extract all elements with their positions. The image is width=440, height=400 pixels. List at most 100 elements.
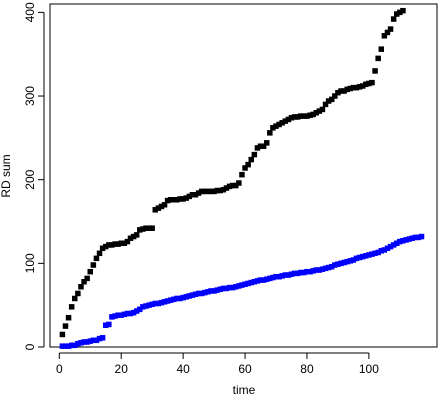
- data-point: [279, 273, 285, 279]
- data-point: [115, 241, 121, 247]
- data-point: [217, 286, 224, 293]
- data-point: [387, 243, 394, 250]
- data-point: [316, 267, 323, 273]
- y-tick-label: 300: [23, 86, 37, 106]
- y-tick-label: 0: [23, 343, 37, 350]
- data-point: [118, 240, 124, 247]
- data-point: [257, 277, 264, 283]
- y-axis: 0 100 200 300 400: [23, 2, 45, 350]
- data-point: [161, 202, 168, 208]
- data-point: [372, 68, 378, 74]
- data-point: [214, 287, 220, 293]
- data-point: [403, 237, 409, 243]
- data-point: [223, 285, 230, 292]
- data-point: [298, 269, 304, 276]
- data-point: [285, 116, 292, 123]
- data-point: [270, 125, 276, 131]
- data-point: [390, 16, 397, 22]
- data-point: [263, 276, 270, 282]
- data-point: [254, 278, 261, 284]
- series-0: [59, 7, 406, 338]
- data-point: [109, 242, 115, 248]
- data-point: [307, 112, 313, 119]
- data-point: [294, 270, 301, 277]
- data-point: [233, 182, 239, 189]
- x-axis-title: time: [233, 383, 256, 397]
- data-point: [164, 197, 171, 204]
- data-point: [195, 190, 202, 196]
- data-point: [174, 295, 180, 302]
- data-point: [335, 261, 341, 267]
- data-point: [406, 236, 412, 242]
- data-point: [332, 93, 338, 99]
- data-point: [347, 258, 354, 264]
- data-point: [394, 11, 400, 17]
- data-point: [350, 257, 357, 263]
- data-point: [152, 207, 159, 213]
- data-point: [301, 269, 307, 276]
- data-point: [363, 81, 369, 88]
- data-point: [350, 84, 357, 91]
- data-point: [242, 165, 248, 171]
- data-point: [127, 235, 134, 241]
- data-points: [59, 7, 425, 349]
- data-point: [310, 111, 316, 118]
- data-point: [205, 289, 211, 295]
- x-axis: 0 20 40 60 80 100: [56, 352, 379, 376]
- data-point: [338, 260, 344, 267]
- data-point: [226, 183, 233, 190]
- data-point: [282, 272, 289, 278]
- data-point: [158, 299, 165, 306]
- data-point: [78, 284, 84, 290]
- data-point: [208, 188, 214, 195]
- data-point: [245, 161, 251, 168]
- data-point: [310, 268, 316, 274]
- data-point: [84, 339, 90, 345]
- data-point: [177, 196, 183, 202]
- x-tick-label: 40: [176, 362, 190, 376]
- data-point: [400, 7, 406, 14]
- data-point: [335, 89, 341, 96]
- data-point: [257, 143, 264, 149]
- data-point: [294, 114, 301, 120]
- data-point: [220, 186, 227, 193]
- data-point: [341, 88, 347, 94]
- data-point: [140, 226, 146, 232]
- data-point: [75, 340, 81, 347]
- data-point: [143, 303, 149, 309]
- data-point: [273, 273, 279, 280]
- data-point: [375, 55, 381, 62]
- data-point: [387, 26, 394, 32]
- data-point: [208, 288, 214, 294]
- data-point: [381, 247, 388, 253]
- data-point: [233, 284, 239, 290]
- data-point: [359, 253, 366, 260]
- data-point: [177, 295, 183, 302]
- data-point: [62, 323, 69, 329]
- data-point: [229, 182, 236, 189]
- data-point: [106, 321, 112, 328]
- x-tick-label: 60: [238, 362, 252, 376]
- data-point: [189, 191, 196, 198]
- data-point: [313, 267, 320, 273]
- data-point: [372, 250, 378, 257]
- data-point: [205, 188, 211, 195]
- data-point: [260, 277, 267, 283]
- data-point: [158, 203, 165, 210]
- data-point: [319, 106, 326, 113]
- data-point: [381, 33, 388, 39]
- data-point: [81, 339, 87, 345]
- data-point: [378, 46, 385, 52]
- y-axis-title: RD sum: [0, 154, 13, 197]
- data-point: [72, 342, 78, 349]
- data-point: [99, 245, 106, 252]
- data-point: [301, 113, 307, 119]
- data-point: [288, 271, 295, 277]
- y-tick-label: 400: [23, 2, 37, 22]
- x-tick-label: 100: [359, 362, 379, 376]
- data-point: [270, 274, 276, 281]
- data-point: [96, 335, 103, 342]
- data-point: [226, 284, 233, 291]
- data-point: [356, 84, 363, 90]
- data-point: [251, 151, 258, 158]
